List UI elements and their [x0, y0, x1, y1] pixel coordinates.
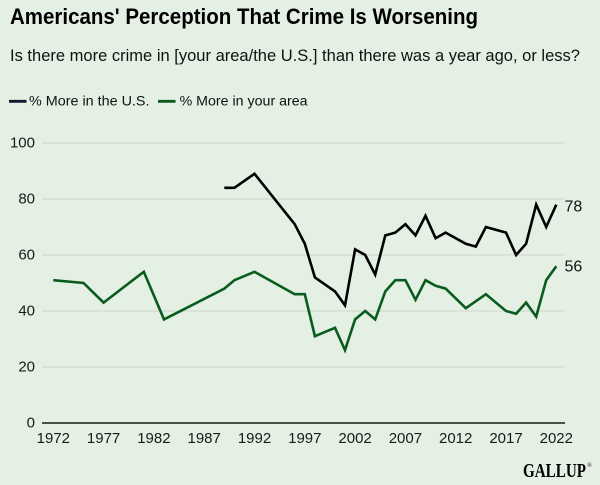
svg-text:1982: 1982	[137, 430, 170, 447]
svg-text:1977: 1977	[87, 430, 120, 447]
svg-text:Is there more crime in [your a: Is there more crime in [your area/the U.…	[10, 47, 580, 65]
svg-text:2022: 2022	[540, 430, 573, 447]
svg-text:60: 60	[18, 247, 35, 264]
svg-text:2012: 2012	[439, 430, 472, 447]
svg-text:1992: 1992	[238, 430, 271, 447]
svg-text:2007: 2007	[389, 430, 422, 447]
svg-text:40: 40	[18, 303, 35, 320]
svg-text:2002: 2002	[338, 430, 371, 447]
svg-text:GALLUP: GALLUP	[523, 461, 586, 482]
svg-text:®: ®	[587, 462, 592, 469]
svg-text:1987: 1987	[188, 430, 221, 447]
svg-text:1972: 1972	[37, 430, 70, 447]
svg-text:% More in the U.S.: % More in the U.S.	[29, 92, 150, 108]
svg-text:0: 0	[27, 415, 35, 432]
svg-text:1997: 1997	[288, 430, 321, 447]
svg-text:56: 56	[565, 258, 583, 275]
svg-text:78: 78	[565, 199, 583, 216]
svg-text:100: 100	[10, 135, 35, 152]
svg-text:% More in your area: % More in your area	[180, 92, 308, 108]
svg-text:20: 20	[18, 359, 35, 376]
svg-text:Americans' Perception That Cri: Americans' Perception That Crime Is Wors…	[10, 4, 478, 29]
svg-text:80: 80	[18, 191, 35, 208]
svg-text:2017: 2017	[489, 430, 522, 447]
